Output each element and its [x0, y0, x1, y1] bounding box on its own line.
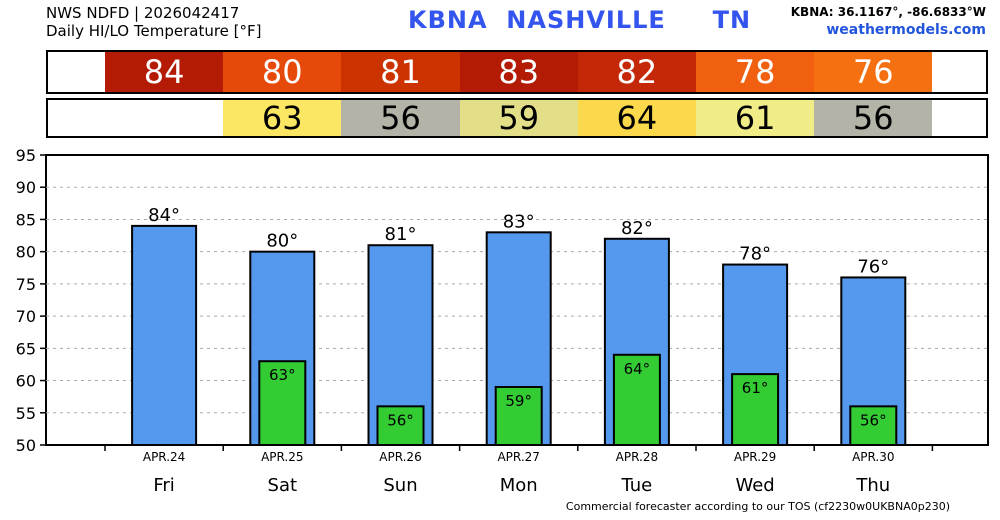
lo-bar — [494, 386, 543, 446]
lo-bar-label: 59° — [505, 392, 532, 410]
y-tick-label: 75 — [16, 275, 36, 294]
date-label: APR.26 — [379, 450, 421, 464]
day-label: Tue — [621, 475, 653, 496]
y-tick-label: 65 — [16, 339, 36, 358]
date-label: APR.30 — [852, 450, 894, 464]
hi-bar-label: 76° — [857, 256, 889, 277]
date-label: APR.27 — [497, 450, 539, 464]
lo-strip-cell: 63 — [223, 99, 342, 137]
lo-strip-cell: 64 — [577, 99, 696, 137]
date-label: APR.24 — [143, 450, 185, 464]
day-label: Fri — [153, 475, 174, 496]
lo-bar — [612, 353, 661, 446]
hi-strip-cell: 78 — [696, 52, 815, 92]
date-label: APR.25 — [261, 450, 303, 464]
station-id: KBNA — [408, 6, 488, 34]
lo-strip-cell: 61 — [696, 99, 815, 137]
lo-bar — [376, 405, 425, 447]
y-tick-label: 85 — [16, 210, 36, 229]
date-label: APR.28 — [616, 450, 658, 464]
lo-bar — [258, 360, 307, 447]
lo-bar-label: 64° — [624, 360, 651, 378]
day-label: Sat — [268, 475, 298, 496]
date-label: APR.29 — [734, 450, 776, 464]
hi-bar-label: 78° — [739, 244, 771, 265]
hi-temp-strip: 84 80 81 83 82 78 76 — [46, 50, 988, 94]
hi-strip-cell: 81 — [341, 52, 460, 92]
day-label: Sun — [383, 475, 417, 496]
hi-bar — [131, 224, 198, 446]
hi-bar-label: 84° — [148, 205, 180, 226]
lo-temp-strip: 63 56 59 64 61 56 — [46, 98, 988, 138]
y-tick-label: 80 — [16, 243, 36, 262]
hi-strip-cell: 84 — [105, 52, 224, 92]
y-tick-label: 50 — [16, 436, 36, 455]
hi-bar-label: 81° — [385, 224, 417, 245]
station-title: KBNA NASHVILLE TN — [408, 6, 751, 34]
y-tick-label: 60 — [16, 372, 36, 391]
hi-strip-cell: 82 — [577, 52, 696, 92]
y-tick-label: 70 — [16, 307, 36, 326]
lo-bar-label: 56° — [860, 411, 887, 429]
lo-bar-label: 56° — [387, 411, 414, 429]
day-label: Thu — [855, 475, 890, 496]
chart-header: NWS NDFD | 2026042417 Daily HI/LO Temper… — [46, 4, 262, 40]
hi-bar-label: 83° — [503, 211, 535, 232]
footer-note: Commercial forecaster according to our T… — [565, 500, 950, 513]
source-line: NWS NDFD | 2026042417 — [46, 4, 240, 22]
station-coords: KBNA: 36.1167°, -86.6833°W — [790, 5, 986, 19]
day-label: Mon — [500, 475, 538, 496]
day-label: Wed — [735, 475, 774, 496]
y-tick-label: 90 — [16, 178, 36, 197]
lo-strip-cell: 56 — [814, 99, 933, 137]
lo-bar-label: 61° — [742, 379, 769, 397]
y-tick-label: 55 — [16, 404, 36, 423]
station-state: TN — [712, 6, 752, 34]
hi-strip-cell: 76 — [814, 52, 933, 92]
station-name: NASHVILLE — [506, 6, 666, 34]
lo-bar-label: 63° — [269, 366, 296, 384]
title-line: Daily HI/LO Temperature [°F] — [46, 22, 262, 40]
y-tick-label: 95 — [16, 146, 36, 165]
lo-strip-cell: 59 — [459, 99, 578, 137]
site-link[interactable]: weathermodels.com — [826, 22, 986, 38]
hi-bar-label: 82° — [621, 218, 653, 239]
lo-bar — [849, 405, 898, 447]
lo-strip-cell: 56 — [341, 99, 460, 137]
lo-bar — [731, 373, 780, 446]
hi-bar-label: 80° — [266, 231, 298, 252]
hi-strip-cell: 80 — [223, 52, 342, 92]
hi-strip-cell: 83 — [459, 52, 578, 92]
